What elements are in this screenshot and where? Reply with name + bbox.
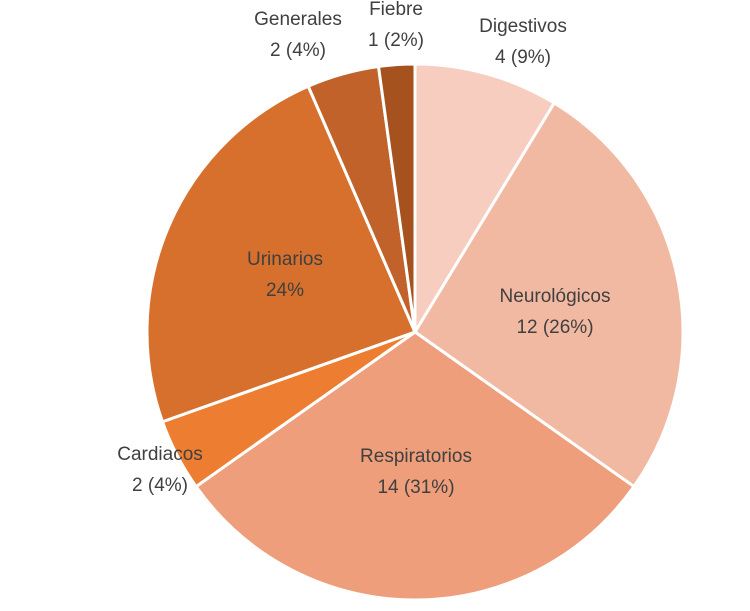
slice-value-label: 1 (2%) xyxy=(368,30,424,51)
slice-label: Neurológicos xyxy=(500,286,611,307)
slice-label: Urinarios xyxy=(247,249,323,270)
slice-value-label: 2 (4%) xyxy=(270,40,326,61)
slice-label: Digestivos xyxy=(479,16,567,37)
pie-slice xyxy=(145,84,418,424)
slice-label: Fiebre xyxy=(369,0,423,20)
slice-value-label: 24% xyxy=(266,280,304,301)
slice-label: Generales xyxy=(254,9,342,30)
slice-label: Respiratorios xyxy=(360,446,472,467)
slice-label: Cardiacos xyxy=(117,444,203,465)
slice-value-label: 12 (26%) xyxy=(516,317,593,338)
pie-slice xyxy=(412,100,685,489)
slice-value-label: 4 (9%) xyxy=(495,47,551,68)
slice-value-label: 14 (31%) xyxy=(377,477,454,498)
pie-slice xyxy=(413,62,557,338)
pie-slice xyxy=(193,330,637,602)
pie-slice xyxy=(376,62,417,333)
slice-value-label: 2 (4%) xyxy=(132,475,188,496)
